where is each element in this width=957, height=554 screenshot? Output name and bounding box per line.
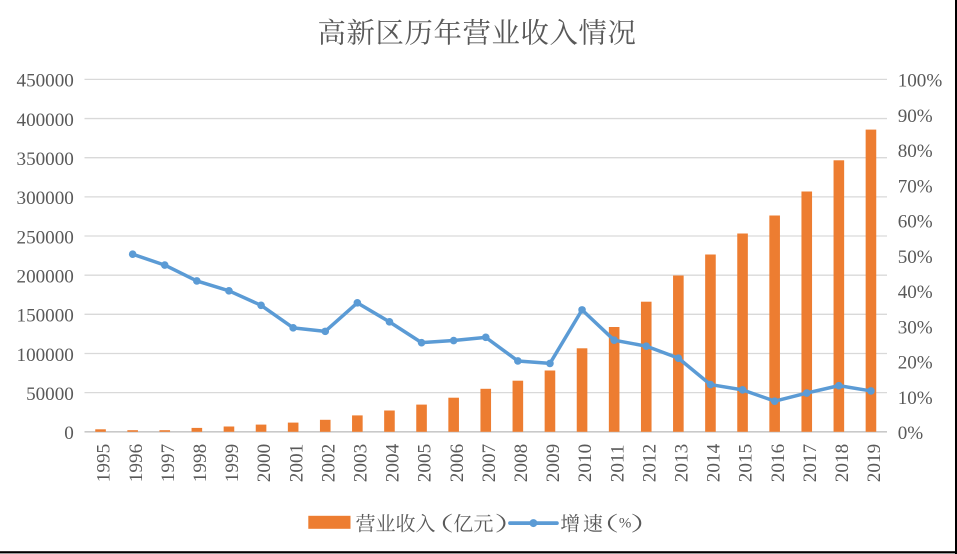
svg-text:2001: 2001 xyxy=(286,444,307,482)
svg-text:20%: 20% xyxy=(898,353,933,374)
svg-text:1998: 1998 xyxy=(190,444,211,482)
svg-text:2016: 2016 xyxy=(768,443,789,482)
svg-text:10%: 10% xyxy=(898,388,933,409)
svg-text:1996: 1996 xyxy=(126,443,147,482)
svg-text:2008: 2008 xyxy=(511,444,532,482)
svg-text:1995: 1995 xyxy=(94,444,115,482)
svg-text:80%: 80% xyxy=(898,141,933,162)
svg-text:2015: 2015 xyxy=(736,444,757,482)
svg-text:30%: 30% xyxy=(898,317,933,338)
svg-text:1999: 1999 xyxy=(222,444,243,482)
svg-text:2002: 2002 xyxy=(318,444,339,482)
svg-text:2009: 2009 xyxy=(543,444,564,482)
svg-text:50%: 50% xyxy=(898,247,933,268)
svg-text:%: % xyxy=(619,516,632,532)
svg-text:90%: 90% xyxy=(898,106,933,127)
svg-text:2000: 2000 xyxy=(254,444,275,482)
svg-text:450000: 450000 xyxy=(17,71,74,92)
svg-text:2003: 2003 xyxy=(350,444,371,482)
svg-text:0%: 0% xyxy=(898,423,924,444)
svg-text:100000: 100000 xyxy=(17,345,74,366)
svg-text:2005: 2005 xyxy=(415,444,436,482)
svg-text:0: 0 xyxy=(64,423,74,444)
svg-text:400000: 400000 xyxy=(17,110,74,131)
svg-text:350000: 350000 xyxy=(17,149,74,170)
svg-text:70%: 70% xyxy=(898,176,933,197)
svg-text:2010: 2010 xyxy=(575,444,596,482)
svg-text:2014: 2014 xyxy=(704,443,725,482)
svg-text:2019: 2019 xyxy=(864,444,885,482)
svg-text:250000: 250000 xyxy=(17,227,74,248)
svg-text:2011: 2011 xyxy=(607,445,628,483)
svg-text:300000: 300000 xyxy=(17,188,74,209)
svg-text:2004: 2004 xyxy=(383,443,404,482)
svg-text:1997: 1997 xyxy=(158,443,179,482)
svg-text:2012: 2012 xyxy=(639,444,660,482)
svg-text:2017: 2017 xyxy=(800,443,821,482)
svg-text:50000: 50000 xyxy=(26,384,74,405)
svg-text:150000: 150000 xyxy=(17,306,74,327)
svg-text:100%: 100% xyxy=(898,71,943,92)
svg-text:60%: 60% xyxy=(898,212,933,233)
svg-text:2006: 2006 xyxy=(447,443,468,482)
svg-text:200000: 200000 xyxy=(17,266,74,287)
svg-text:2018: 2018 xyxy=(832,444,853,482)
svg-text:2007: 2007 xyxy=(479,443,500,482)
svg-text:40%: 40% xyxy=(898,282,933,303)
svg-text:2013: 2013 xyxy=(671,444,692,482)
